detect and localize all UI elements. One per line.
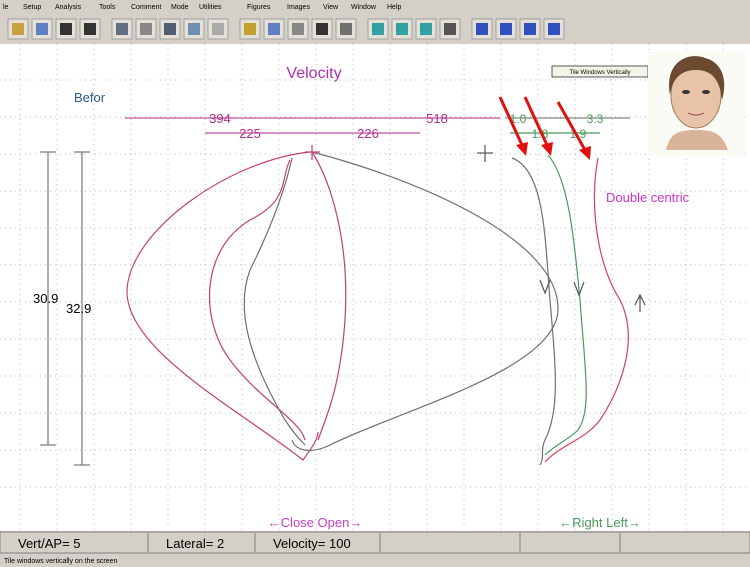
tool-icon[interactable]	[212, 23, 224, 35]
view-title: Velocity	[286, 65, 341, 82]
axis-label: ←Right Left→	[559, 515, 641, 530]
axis-label: ←Close Open→	[268, 515, 363, 530]
tool-icon[interactable]	[164, 23, 176, 35]
tool-icon[interactable]	[524, 23, 536, 35]
measure: 518	[426, 111, 448, 126]
menu-item[interactable]: Comment	[131, 4, 161, 11]
tool-icon[interactable]	[500, 23, 512, 35]
tile-button-label[interactable]: Tile Windows Vertically	[569, 70, 630, 76]
menu-item[interactable]: Mode	[171, 4, 189, 11]
tool-icon[interactable]	[292, 23, 304, 35]
tool-icon[interactable]	[396, 23, 408, 35]
menu-item[interactable]: Setup	[23, 4, 41, 11]
tool-icon[interactable]	[420, 23, 432, 35]
tool-icon[interactable]	[188, 23, 200, 35]
menu-item[interactable]: le	[3, 4, 9, 11]
eye	[702, 90, 710, 94]
face-icon	[648, 52, 745, 156]
eye	[682, 90, 690, 94]
tool-icon[interactable]	[444, 23, 456, 35]
app-window: le Setup Analysis Tools Comment Mode Utilities…	[0, 0, 750, 567]
tool-icon[interactable]	[316, 23, 328, 35]
hint: Tile windows vertically on the screen	[4, 558, 117, 565]
tool-icon[interactable]	[36, 23, 48, 35]
tool-icon[interactable]	[548, 23, 560, 35]
tool-icon[interactable]	[60, 23, 72, 35]
tool-icon[interactable]	[140, 23, 152, 35]
measure: 3.3	[587, 112, 604, 126]
measure: 32.9	[66, 301, 91, 316]
tool-icon[interactable]	[244, 23, 256, 35]
measure: 226	[357, 126, 379, 141]
status-bar	[0, 532, 750, 553]
tool-icon[interactable]	[12, 23, 24, 35]
measure: 394	[209, 111, 231, 126]
annotation: Double centric	[606, 190, 690, 205]
tool-icon[interactable]	[340, 23, 352, 35]
menu-item[interactable]: Window	[351, 4, 377, 11]
measure: 225	[239, 126, 261, 141]
status-field: Velocity= 100	[273, 536, 351, 551]
status-field: Vert/AP= 5	[18, 536, 81, 551]
menu-item[interactable]: View	[323, 4, 339, 11]
menu-item[interactable]: Analysis	[55, 4, 82, 11]
menu-item[interactable]: Tools	[99, 4, 116, 11]
tool-icon[interactable]	[84, 23, 96, 35]
page: {"menu": {"items": ["le", "Setup", "Anal…	[0, 0, 750, 567]
menu-item[interactable]: Help	[387, 4, 402, 11]
measure: 30.9	[33, 291, 58, 306]
menu-item[interactable]: Figures	[247, 4, 271, 11]
status-field: Lateral= 2	[166, 536, 224, 551]
menu-item[interactable]: Utilities	[199, 4, 222, 11]
tool-icon[interactable]	[116, 23, 128, 35]
tool-icon[interactable]	[372, 23, 384, 35]
tool-icon[interactable]	[268, 23, 280, 35]
menu-item[interactable]: Images	[287, 4, 310, 11]
tool-icon[interactable]	[476, 23, 488, 35]
before-label: Befor	[74, 90, 106, 105]
